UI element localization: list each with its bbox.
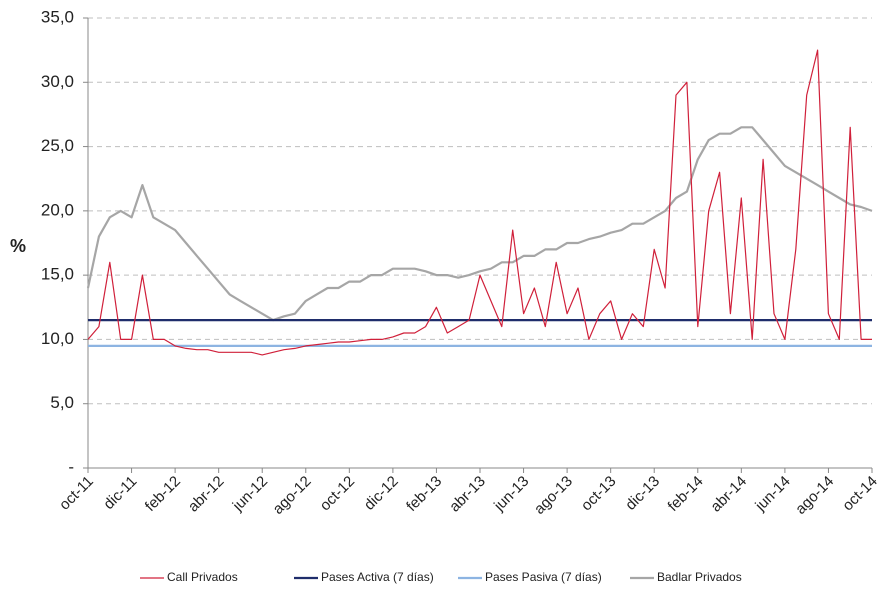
x-tick-label: dic-13 (622, 473, 663, 514)
x-tick-label: oct-14 (839, 473, 881, 515)
x-tick-label: oct-12 (317, 473, 359, 515)
legend-label: Call Privados (167, 570, 238, 584)
y-tick-label: 10,0 (41, 329, 74, 348)
x-tick-label: abr-12 (185, 473, 228, 516)
x-tick-label: jun-12 (229, 473, 271, 515)
series-line (87, 49, 872, 356)
y-axis-title: % (10, 236, 26, 256)
x-tick-label: ago-13 (531, 473, 576, 518)
x-tick-label: ago-12 (270, 473, 315, 518)
y-tick-label: - (68, 457, 74, 476)
y-tick-label: 25,0 (41, 136, 74, 155)
legend-label: Pases Activa (7 días) (321, 570, 434, 584)
x-tick-label: oct-13 (578, 473, 620, 515)
y-tick-label: 20,0 (41, 200, 74, 219)
x-tick-label: abr-14 (707, 473, 750, 516)
x-tick-label: jun-13 (490, 473, 532, 515)
y-tick-label: 5,0 (50, 393, 74, 412)
x-tick-label: abr-13 (446, 473, 489, 516)
x-tick-label: feb-12 (142, 473, 184, 515)
y-tick-label: 30,0 (41, 72, 74, 91)
legend-label: Badlar Privados (657, 570, 742, 584)
x-tick-label: ago-14 (792, 473, 837, 518)
x-tick-label: jun-14 (752, 473, 794, 515)
x-tick-label: oct-11 (56, 473, 97, 514)
x-tick-label: feb-14 (665, 473, 707, 515)
y-tick-label: 35,0 (41, 7, 74, 26)
legend-label: Pases Pasiva (7 días) (485, 570, 602, 584)
x-tick-label: dic-11 (100, 473, 140, 513)
x-tick-label: dic-12 (361, 473, 402, 514)
x-tick-label: feb-13 (403, 473, 445, 515)
y-tick-label: 15,0 (41, 265, 74, 284)
series-line (86, 126, 873, 322)
